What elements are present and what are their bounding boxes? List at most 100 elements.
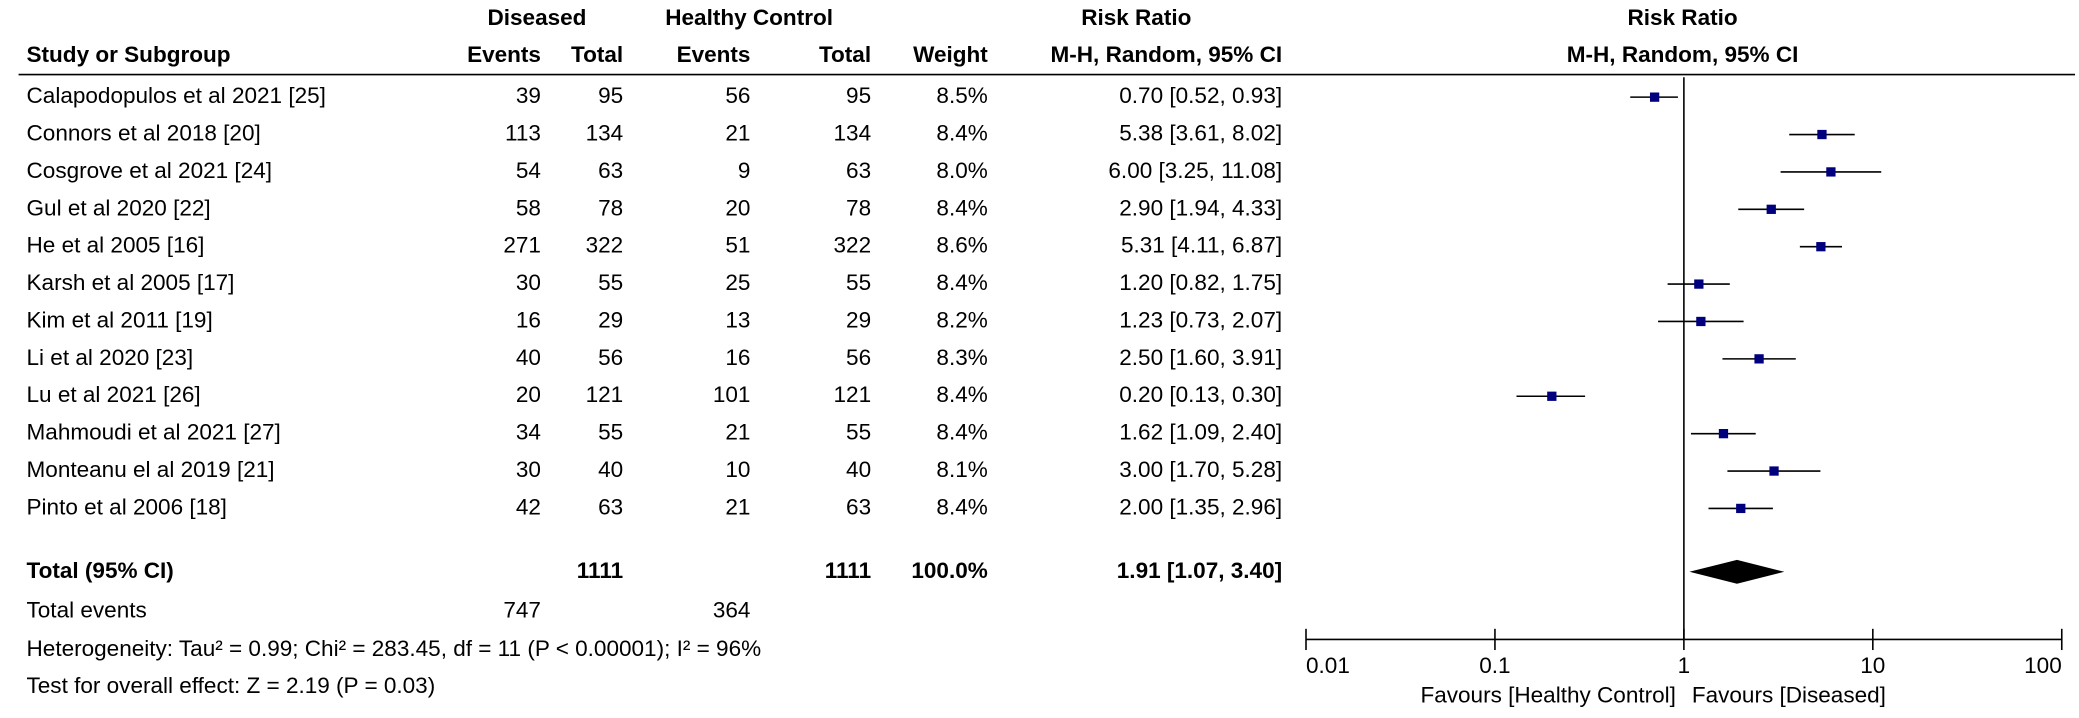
cell: 30 — [516, 270, 541, 295]
cell: 8.4% — [936, 270, 987, 295]
cell: 101 — [713, 382, 751, 407]
effect-label: 1.23 [0.73, 2.07] — [1119, 307, 1282, 332]
point-estimate — [1649, 92, 1660, 102]
x-tick-label: 0.01 — [1306, 653, 1350, 678]
total-cell: 100.0% — [911, 558, 987, 583]
cell: 63 — [846, 494, 871, 519]
cell: 63 — [598, 158, 623, 183]
column-header: Weight — [913, 42, 988, 67]
point-estimate — [1547, 391, 1557, 401]
point-estimate — [1816, 242, 1826, 252]
cell: 78 — [598, 195, 623, 220]
effect-label: 2.00 [1.35, 2.96] — [1119, 494, 1282, 519]
effect-label: 2.90 [1.94, 4.33] — [1119, 195, 1282, 220]
cell: 8.6% — [936, 233, 987, 258]
cell: 121 — [586, 382, 624, 407]
cell: 20 — [725, 195, 750, 220]
column-header: Events — [467, 42, 541, 67]
heterogeneity: Heterogeneity: Tau² = 0.99; Chi² = 283.4… — [27, 636, 762, 661]
point-estimate — [1694, 279, 1704, 289]
x-tick-label: 10 — [1860, 653, 1885, 678]
cell: 322 — [586, 233, 624, 258]
effect-label: 2.50 [1.60, 3.91] — [1119, 345, 1282, 370]
cell: 40 — [598, 457, 623, 482]
study-name: Pinto et al 2006 [18] — [27, 494, 227, 519]
effect-label: 0.20 [0.13, 0.30] — [1119, 382, 1282, 407]
total-cell: 1111 — [577, 558, 623, 583]
effect-label: 5.31 [4.11, 6.87] — [1121, 233, 1282, 258]
cell: 56 — [725, 83, 750, 108]
cell: 25 — [725, 270, 750, 295]
total-cell: 1111 — [825, 558, 871, 583]
cell: 56 — [598, 345, 623, 370]
study-name: Kim et al 2011 [19] — [27, 307, 213, 332]
column-header: Total — [571, 42, 623, 67]
cell: 55 — [598, 420, 623, 445]
column-header: Events — [677, 42, 751, 67]
x-tick-label: 0.1 — [1479, 653, 1510, 678]
cell: 21 — [725, 120, 750, 145]
x-label-right: Favours [Diseased] — [1692, 682, 1886, 707]
point-estimate — [1696, 316, 1706, 327]
cell: 113 — [505, 120, 541, 145]
overall-effect: Test for overall effect: Z = 2.19 (P = 0… — [27, 673, 436, 698]
cell: 78 — [846, 195, 871, 220]
study-name: Li et al 2020 [23] — [27, 345, 194, 370]
pooled-diamond — [1689, 559, 1785, 584]
point-estimate — [1817, 129, 1827, 140]
cell: 8.1% — [936, 457, 987, 482]
cell: 55 — [598, 270, 623, 295]
cell: 21 — [725, 420, 750, 445]
x-tick-label: 1 — [1678, 653, 1691, 678]
cell: 8.4% — [936, 195, 987, 220]
cell: 95 — [846, 83, 871, 108]
effect-label: 1.20 [0.82, 1.75] — [1119, 270, 1282, 295]
cell: 134 — [586, 120, 624, 145]
cell: 121 — [834, 382, 872, 407]
cell: 8.2% — [936, 307, 987, 332]
cell: 29 — [846, 307, 871, 332]
cell: 8.5% — [936, 83, 987, 108]
cell: 39 — [516, 83, 541, 108]
effect-label: 5.38 [3.61, 8.02] — [1119, 120, 1282, 145]
cell: 34 — [516, 420, 541, 445]
total-cell: Total (95% CI) — [27, 558, 174, 583]
group-header: Diseased — [488, 5, 587, 30]
effect-label: 3.00 [1.70, 5.28] — [1119, 457, 1282, 482]
cell: 21 — [725, 494, 750, 519]
total-events: Total events — [27, 598, 147, 623]
column-header: Total — [819, 42, 871, 67]
cell: 63 — [598, 494, 623, 519]
study-name: Connors et al 2018 [20] — [27, 120, 261, 145]
plot-subtitle: M-H, Random, 95% CI — [1567, 42, 1799, 67]
point-estimate — [1754, 354, 1764, 364]
study-name: Gul et al 2020 [22] — [27, 195, 211, 220]
study-name: Mahmoudi et al 2021 [27] — [27, 420, 281, 445]
point-estimate — [1766, 204, 1776, 214]
cell: 8.3% — [936, 345, 987, 370]
cell: 8.0% — [936, 158, 987, 183]
total-events: 364 — [713, 598, 751, 623]
x-label-left: Favours [Healthy Control] — [1420, 682, 1675, 707]
point-estimate — [1718, 429, 1729, 439]
cell: 54 — [516, 158, 541, 183]
cell: 58 — [516, 195, 541, 220]
point-estimate — [1769, 466, 1779, 476]
x-tick-label: 100 — [2024, 653, 2062, 678]
cell: 20 — [516, 382, 541, 407]
plot-title: Risk Ratio — [1627, 5, 1737, 30]
cell: 322 — [834, 233, 872, 258]
point-estimate — [1826, 167, 1836, 177]
study-name: He et al 2005 [16] — [27, 233, 205, 258]
column-header: Study or Subgroup — [27, 42, 231, 67]
cell: 16 — [516, 307, 541, 332]
study-name: Monteanu el al 2019 [21] — [27, 457, 275, 482]
cell: 40 — [516, 345, 541, 370]
cell: 30 — [516, 457, 541, 482]
cell: 8.4% — [936, 420, 987, 445]
cell: 40 — [846, 457, 871, 482]
cell: 56 — [846, 345, 871, 370]
cell: 134 — [834, 120, 872, 145]
effect-label: 1.62 [1.09, 2.40] — [1119, 420, 1282, 445]
